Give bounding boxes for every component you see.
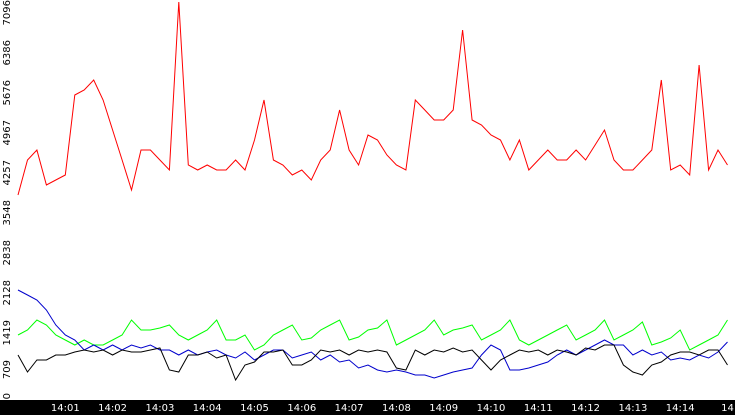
x-tick-label: 14:07 [335, 403, 364, 414]
series-line [17, 1, 728, 196]
y-tick-label: 1419 [2, 320, 13, 345]
x-tick-label: 14:11 [524, 403, 553, 414]
x-tick-label: 14:08 [382, 403, 411, 414]
y-tick-label: 709 [2, 360, 13, 379]
x-tick-label: 14:12 [571, 403, 600, 414]
x-tick-label: 14:03 [145, 403, 174, 414]
x-tick-label: 14 [721, 403, 734, 414]
series-line [17, 344, 728, 382]
x-tick-label: 14:09 [429, 403, 458, 414]
x-tick-label: 14:05 [240, 403, 269, 414]
y-tick-label: 3548 [2, 200, 13, 225]
y-tick-label: 2838 [2, 240, 13, 265]
plot-area [17, 1, 728, 382]
series-line [17, 289, 728, 379]
x-axis-bar [0, 400, 735, 415]
x-tick-label: 14:01 [51, 403, 80, 414]
y-tick-label: 4257 [2, 160, 13, 185]
x-tick-label: 14:13 [618, 403, 647, 414]
series-line [17, 319, 728, 351]
x-tick-label: 14:06 [287, 403, 316, 414]
y-tick-label: 6386 [2, 40, 13, 65]
y-tick-label: 0 [2, 393, 13, 399]
y-tick-label: 7096 [2, 0, 13, 25]
x-tick-label: 14:10 [477, 403, 506, 414]
y-tick-label: 4967 [2, 120, 13, 145]
x-tick-label: 14:04 [193, 403, 222, 414]
x-tick-label: 14:02 [98, 403, 127, 414]
y-tick-label: 5676 [2, 80, 13, 105]
x-tick-label: 14:14 [666, 403, 695, 414]
y-tick-label: 2128 [2, 280, 13, 305]
